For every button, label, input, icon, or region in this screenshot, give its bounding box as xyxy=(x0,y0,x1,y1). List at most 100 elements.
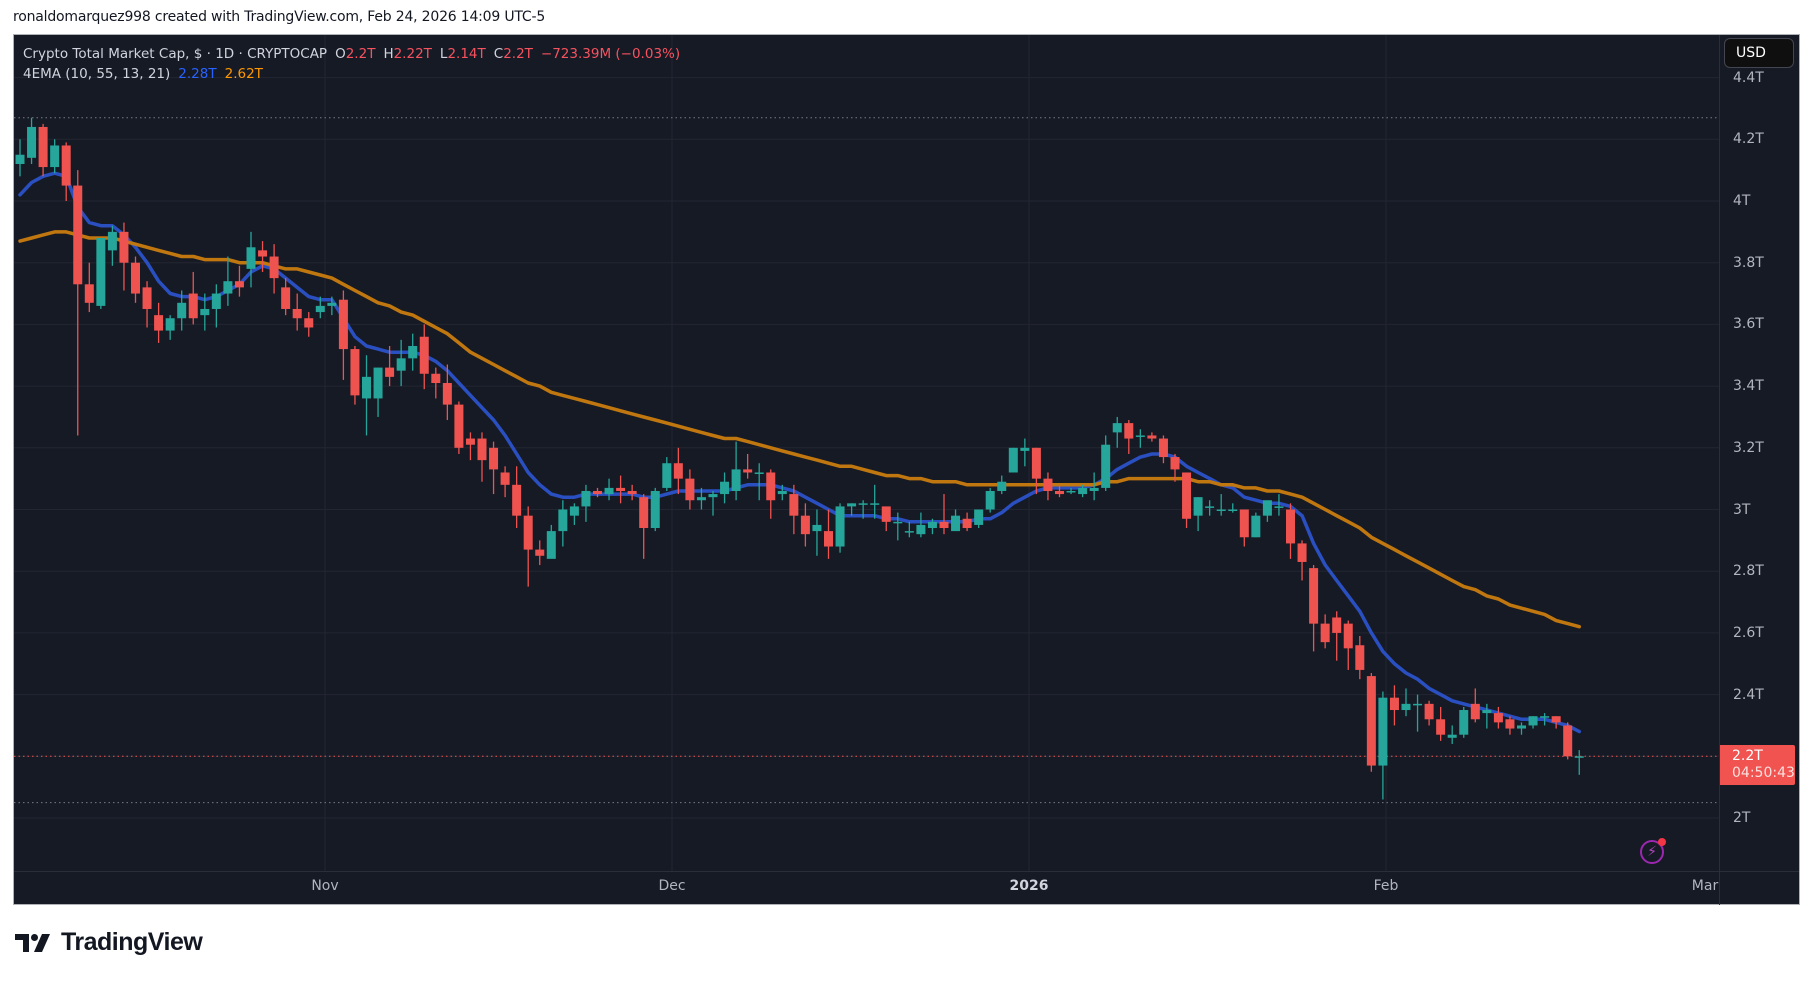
candle xyxy=(1320,614,1330,649)
candle xyxy=(1031,447,1041,495)
candle xyxy=(1228,503,1238,513)
high-label: H xyxy=(383,46,394,62)
candle xyxy=(800,503,810,547)
candle xyxy=(593,487,602,498)
candle xyxy=(1274,494,1284,516)
candle xyxy=(789,484,799,535)
candle xyxy=(731,441,741,501)
candle xyxy=(1251,512,1261,538)
candle xyxy=(858,500,868,519)
candle xyxy=(1413,694,1423,732)
candle xyxy=(1309,565,1319,652)
price-tick: 4T xyxy=(1733,193,1751,209)
price-tick: 3T xyxy=(1733,501,1751,518)
candle xyxy=(512,466,522,529)
price-tick: 3.6T xyxy=(1733,316,1764,333)
price-tick: 4.4T xyxy=(1733,69,1764,86)
candle xyxy=(1459,706,1469,738)
candle xyxy=(696,487,706,510)
candle xyxy=(650,487,660,532)
candle xyxy=(1216,494,1226,516)
candle xyxy=(1089,472,1099,501)
candle xyxy=(1020,438,1030,467)
candle xyxy=(38,123,48,177)
open-label: O xyxy=(335,46,346,62)
candle xyxy=(431,367,441,399)
candle xyxy=(96,238,106,309)
candle xyxy=(962,512,972,532)
candle xyxy=(546,524,556,559)
candle xyxy=(1551,716,1561,729)
candle xyxy=(142,281,152,328)
candle xyxy=(569,503,579,525)
candle xyxy=(1470,688,1480,723)
tradingview-logo: TradingView xyxy=(15,928,203,957)
candle xyxy=(107,225,117,266)
candle xyxy=(1366,673,1376,772)
candle xyxy=(1574,750,1584,775)
candle xyxy=(442,364,452,421)
candle xyxy=(1517,722,1526,735)
tradingview-wordmark: TradingView xyxy=(61,928,203,956)
candle xyxy=(812,509,822,556)
candle xyxy=(870,484,880,519)
price-tick: 2.6T xyxy=(1733,624,1764,641)
candle xyxy=(1355,635,1365,680)
candle xyxy=(269,244,279,294)
candle xyxy=(188,271,198,325)
candle xyxy=(50,139,60,174)
candle xyxy=(754,463,764,501)
candle xyxy=(916,512,926,538)
candle xyxy=(61,142,71,201)
candle xyxy=(385,345,395,387)
candle xyxy=(234,265,244,297)
time-label-mar: Mar xyxy=(1691,878,1719,894)
ema-slow-value: 2.62T xyxy=(224,66,263,82)
candle xyxy=(373,367,383,417)
lightning-icon[interactable]: ⚡ xyxy=(1640,838,1666,864)
candle xyxy=(1378,691,1388,800)
candle xyxy=(1205,500,1215,516)
candle xyxy=(881,506,891,532)
candle xyxy=(327,296,337,316)
close-value: 2.2T xyxy=(503,46,533,62)
candle xyxy=(292,293,302,331)
candle xyxy=(951,509,961,532)
candle xyxy=(500,466,510,498)
candle xyxy=(281,278,291,316)
open-value: 2.2T xyxy=(345,46,376,62)
candle xyxy=(1262,500,1272,522)
candle xyxy=(1493,706,1503,729)
candle xyxy=(604,478,614,501)
time-label-nov: Nov xyxy=(311,878,339,894)
candle xyxy=(847,503,857,516)
candle xyxy=(835,503,845,553)
candle xyxy=(1043,472,1053,501)
candle xyxy=(523,506,533,587)
symbol-title[interactable]: Crypto Total Market Cap, $ · 1D · CRYPTO… xyxy=(23,46,328,62)
candle xyxy=(465,432,475,461)
candle xyxy=(581,484,591,522)
high-value: 2.22T xyxy=(393,46,432,62)
indicator-title[interactable]: 4EMA (10, 55, 13, 21) xyxy=(23,66,171,82)
candle xyxy=(824,509,833,559)
candle xyxy=(15,139,25,177)
last-price-value: 2.2T xyxy=(1732,748,1763,764)
candle xyxy=(477,432,487,482)
price-tick: 3.2T xyxy=(1733,439,1764,456)
price-tick: 2.8T xyxy=(1733,563,1764,580)
legend-main-row: Crypto Total Market Cap, $ · 1D · CRYPTO… xyxy=(23,44,680,64)
candle xyxy=(1424,700,1434,726)
candle xyxy=(1436,706,1446,741)
currency-button[interactable]: USD xyxy=(1724,38,1794,68)
candle xyxy=(720,472,730,504)
candle xyxy=(1055,484,1064,498)
candle xyxy=(616,475,626,504)
candle xyxy=(315,296,325,319)
candle xyxy=(639,494,649,559)
chart-panel[interactable] xyxy=(13,34,1800,905)
candle xyxy=(1528,716,1538,729)
price-tick: 4.2T xyxy=(1733,131,1764,148)
candle xyxy=(1193,497,1203,532)
